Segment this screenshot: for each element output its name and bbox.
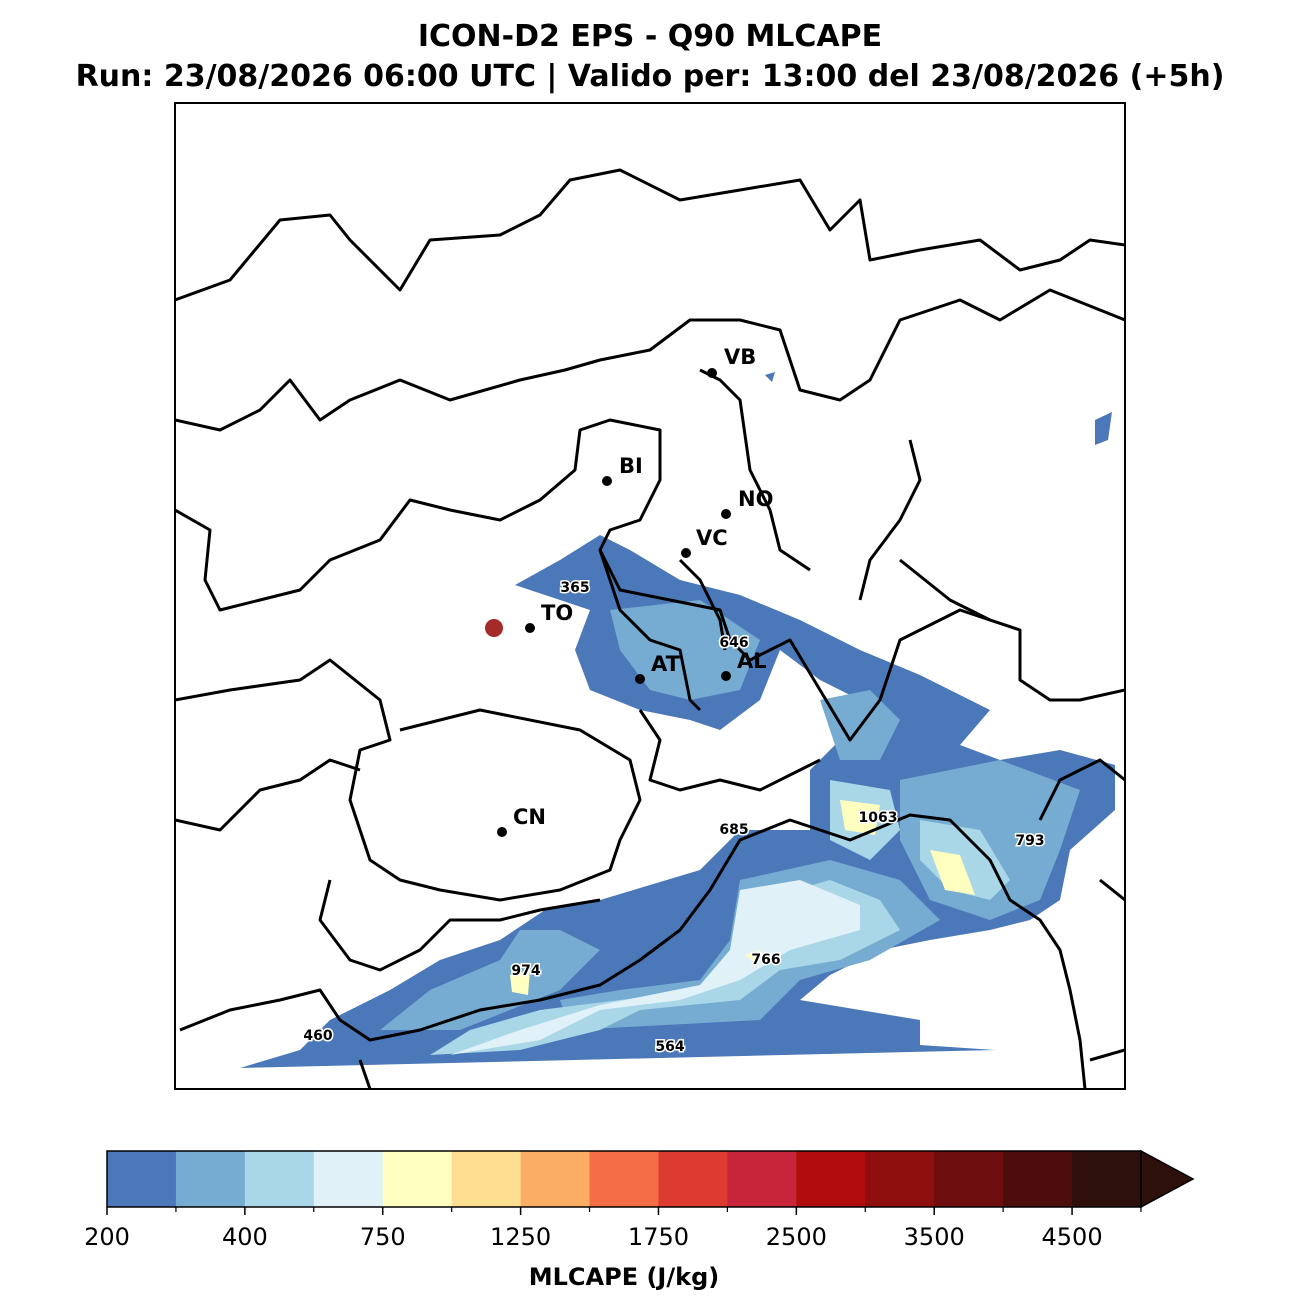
value-label: 646 — [719, 635, 748, 651]
borders — [175, 168, 1125, 1089]
value-label: 564 — [655, 1039, 684, 1055]
city-label: VC — [696, 526, 728, 550]
value-label: 365 — [560, 580, 589, 596]
colorbar-box — [107, 1151, 177, 1207]
colorbar: 200 400 750 1250 1750 2500 3500 4500 — [84, 1149, 1195, 1251]
value-label: 460 — [303, 1028, 332, 1044]
colorbar-tick-label: 1250 — [490, 1223, 551, 1251]
city-dot — [681, 548, 691, 558]
colorbar-tick-label: 2500 — [766, 1223, 827, 1251]
map-area — [175, 168, 1125, 1089]
colorbar-tick-label: 1750 — [628, 1223, 689, 1251]
map-frame — [174, 102, 1126, 1090]
city-label: CN — [513, 805, 546, 829]
colorbar-box — [313, 1151, 384, 1207]
colorbar-box — [382, 1151, 453, 1207]
colorbar-tick-label: 750 — [360, 1223, 406, 1251]
colorbar-extend — [1140, 1149, 1195, 1209]
city-dot — [602, 476, 612, 486]
colorbar-label: MLCAPE (J/kg) — [529, 1263, 719, 1291]
colorbar-box — [451, 1151, 522, 1207]
colorbar-box — [796, 1151, 866, 1207]
colorbar-box — [520, 1151, 591, 1207]
cape-shading — [240, 372, 1115, 1068]
colorbar-tick-label: 200 — [84, 1223, 130, 1251]
colorbar-tick-label: 3500 — [904, 1223, 965, 1251]
colorbar-box — [865, 1151, 935, 1207]
city-label: NO — [738, 487, 773, 511]
subtitle: Run: 23/08/2026 06:00 UTC | Valido per: … — [76, 59, 1225, 94]
value-labels: 365 646 1063 685 793 974 766 564 460 — [302, 579, 1046, 1057]
colorbar-box — [244, 1151, 315, 1207]
colorbar-tick-label: 4500 — [1042, 1223, 1103, 1251]
colorbar-box — [934, 1151, 1004, 1207]
city-label: BI — [619, 454, 643, 478]
colorbar-box — [1003, 1151, 1073, 1207]
value-label: 1063 — [859, 810, 898, 826]
colorbar-box — [1072, 1151, 1142, 1207]
title: ICON-D2 EPS - Q90 MLCAPE — [418, 19, 882, 54]
colorbar-tick-label: 400 — [222, 1223, 268, 1251]
city-dot — [707, 368, 717, 378]
city-label: TO — [541, 601, 573, 625]
value-label: 793 — [1015, 833, 1044, 849]
value-label: 685 — [719, 822, 748, 838]
cities: VB BI NO VC TO AT AL CN — [497, 345, 773, 837]
value-label: 974 — [511, 963, 540, 979]
colorbar-box — [175, 1151, 246, 1207]
value-label: 766 — [751, 952, 780, 968]
city-dot — [525, 623, 535, 633]
colorbar-box — [589, 1151, 659, 1207]
colorbar-box — [727, 1151, 797, 1207]
city-dot — [721, 509, 731, 519]
colorbar-frame — [106, 1150, 1142, 1208]
city-dot — [497, 827, 507, 837]
city-dot — [721, 671, 731, 681]
city-label: VB — [724, 345, 756, 369]
city-label: AL — [737, 649, 767, 673]
colorbar-box — [658, 1151, 728, 1207]
city-label: AT — [651, 652, 681, 676]
city-dot — [635, 674, 645, 684]
marker — [485, 619, 503, 637]
